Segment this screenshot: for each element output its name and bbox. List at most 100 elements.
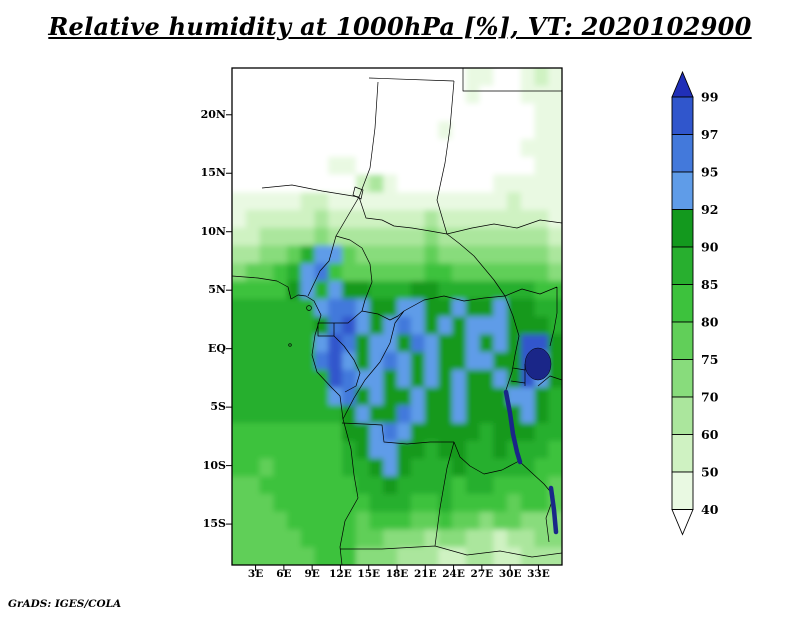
heatmap-cell [287,440,302,460]
heatmap-cell [397,139,412,158]
heatmap-cell [452,281,467,300]
heatmap-cell [259,547,274,565]
heatmap-cell [520,440,536,460]
heatmap-cell [507,529,522,548]
heatmap-cell [314,121,329,140]
heatmap-cell [438,369,453,389]
heatmap-cell [342,156,357,176]
heatmap-cell [424,458,439,477]
heatmap-cell [259,440,274,460]
heatmap-cell [383,494,398,513]
heatmap-cell [355,352,371,371]
heatmap-cell [355,494,371,513]
heatmap-cell [287,85,302,105]
heatmap-cell [342,369,357,389]
heatmap-cell [479,405,494,424]
heatmap-cell [355,440,371,460]
heatmap-cell [452,103,467,122]
heatmap-cell [520,494,536,513]
heatmap-cell [369,387,384,406]
heatmap-cell [424,281,439,300]
heatmap-cell [273,547,288,565]
heatmap-cell [397,423,412,442]
heatmap-cell [548,405,562,424]
heatmap-cell [548,210,562,229]
heatmap-cell [287,494,302,513]
heatmap-cell [245,334,261,353]
heatmap-cell [465,529,481,548]
heatmap-cell [479,369,494,389]
heatmap-cell [479,476,494,495]
heatmap-cell [493,85,508,105]
heatmap-cell [259,245,274,264]
heatmap-cell [397,174,412,193]
heatmap-cell [273,263,288,282]
heatmap-cell [507,511,522,531]
heatmap-cell [300,405,316,424]
heatmap-cell [273,405,288,424]
grads-attribution: GrADS: IGES/COLA [8,598,122,610]
heatmap-cell [452,440,467,460]
heatmap-cell [245,494,261,513]
heatmap-cell [259,369,274,389]
heatmap-cell [328,85,343,105]
heatmap-cell [287,369,302,389]
heatmap-cell [493,352,508,371]
heatmap-cell [479,529,494,548]
heatmap-cell [424,511,439,531]
heatmap-cell [507,156,522,176]
heatmap-cell [410,440,426,460]
heatmap-cell [479,547,494,565]
heatmap-cell [548,174,562,193]
heatmap-cell [424,316,439,335]
lake-malawi [548,485,559,535]
heatmap-cell [259,281,274,300]
heatmap-cell [520,139,536,158]
heatmap-cell [479,139,494,158]
heatmap-cell [369,476,384,495]
heatmap-cell [300,494,316,513]
heatmap-cell [452,423,467,442]
heatmap-cell [300,423,316,442]
heatmap-cell [273,334,288,353]
x-tick-label: 30E [498,568,522,580]
heatmap-cell [314,511,329,531]
heatmap-cell [383,316,398,335]
heatmap-cell [520,511,536,531]
heatmap-cell [410,210,426,229]
y-tick-label: 5S [210,400,226,414]
heatmap-cell [397,192,412,211]
heatmap-cell [397,281,412,300]
heatmap-cell [342,547,357,565]
heatmap-cell [452,494,467,513]
heatmap-cell [438,405,453,424]
heatmap-cell [314,298,329,318]
heatmap-cell [300,174,316,193]
heatmap-cell [342,121,357,140]
heatmap-cell [328,440,343,460]
heatmap-cell [259,352,274,371]
heatmap-cell [232,103,247,122]
heatmap-cell [342,281,357,300]
colorbar-label: 85 [701,277,718,292]
heatmap-cell [383,121,398,140]
heatmap-cell [369,192,384,211]
heatmap-cell [287,103,302,122]
heatmap-cell [300,352,316,371]
heatmap-cell [424,174,439,193]
heatmap-cell [548,334,562,353]
heatmap-cell [287,476,302,495]
heatmap-cell [410,156,426,176]
lake-victoria [524,347,552,381]
heatmap-cell [452,334,467,353]
heatmap-cell [452,156,467,176]
heatmap-cell [245,245,261,264]
heatmap-cell [493,68,508,87]
heatmap-cell [383,68,398,87]
heatmap-cell [300,369,316,389]
heatmap-cell [507,192,522,211]
heatmap-cell [424,547,439,565]
heatmap-cell [383,192,398,211]
heatmap-cell [300,156,316,176]
heatmap-cell [397,458,412,477]
